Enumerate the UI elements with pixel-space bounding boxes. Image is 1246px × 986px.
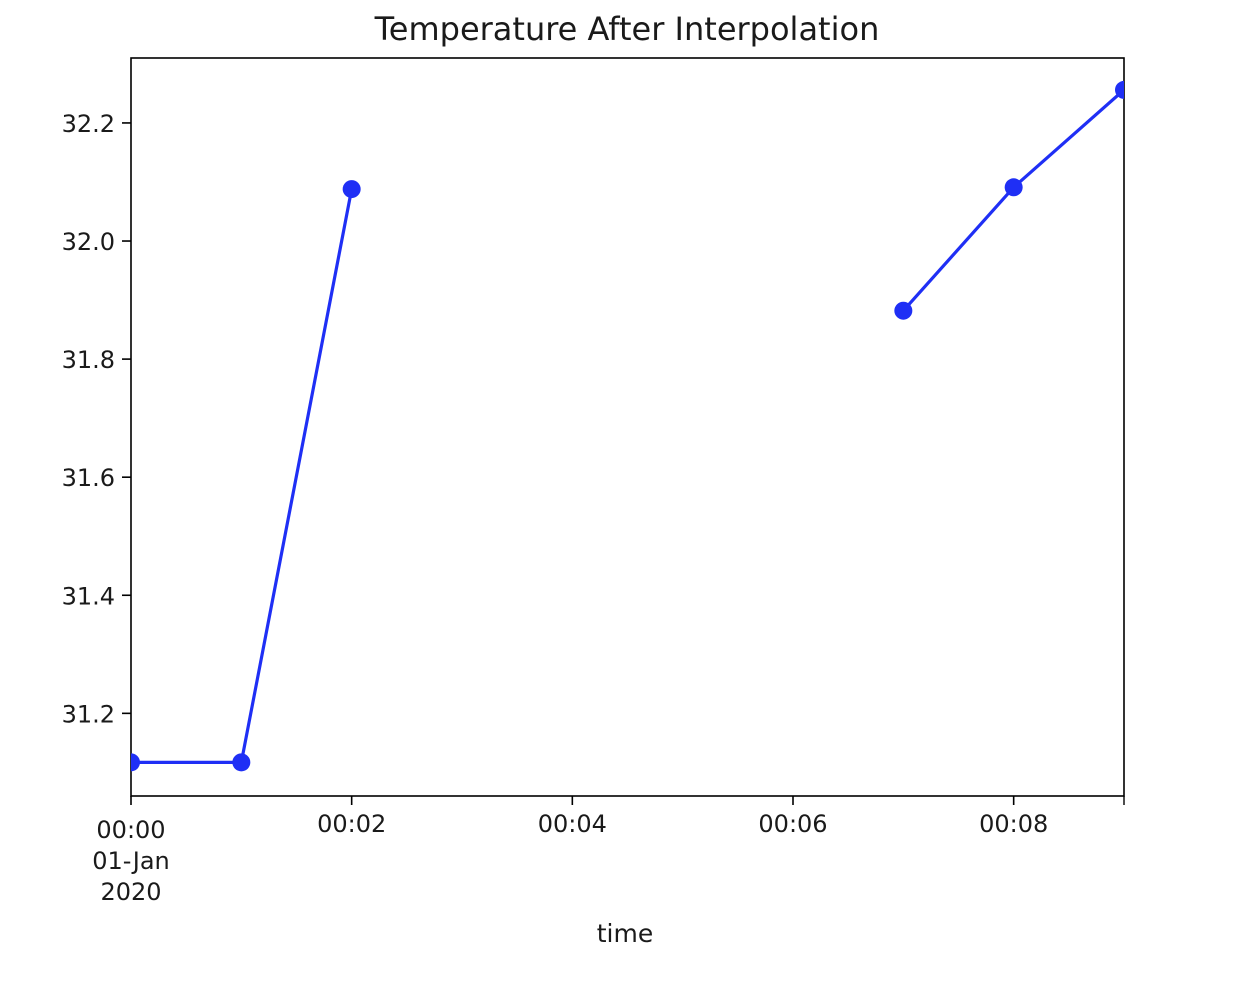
x-tick-label: 00:08 [979, 810, 1048, 838]
chart-title: Temperature After Interpolation [374, 10, 880, 48]
y-tick-label: 31.4 [62, 582, 115, 610]
x-axis: 00:00 01-Jan 2020 00:02 00:04 00:06 00:08 [92, 796, 1125, 906]
y-tick-label: 31.6 [62, 464, 115, 492]
x-tick-label: 00:00 01-Jan 2020 [92, 816, 170, 906]
x-tick-label: 00:02 [317, 810, 386, 838]
y-tick-label: 32.2 [62, 110, 115, 138]
data-point [1115, 80, 1124, 99]
series-layer [131, 80, 1124, 772]
data-point [232, 753, 251, 772]
x-tick-label: 00:06 [758, 810, 827, 838]
x-tick-label: 00:04 [538, 810, 607, 838]
data-point [131, 753, 140, 772]
y-tick-label: 31.8 [62, 346, 115, 374]
y-tick-label: 32.0 [62, 228, 115, 256]
plot-area-frame [130, 57, 1125, 797]
series-line [901, 88, 1124, 313]
data-point [894, 301, 913, 320]
data-point [342, 180, 361, 199]
y-tick-label: 31.2 [62, 700, 115, 728]
data-point [1004, 178, 1023, 197]
y-axis: 31.2 31.4 31.6 31.8 32.0 32.2 [62, 110, 131, 728]
x-axis-label: time [597, 919, 653, 948]
series-line [131, 187, 354, 764]
